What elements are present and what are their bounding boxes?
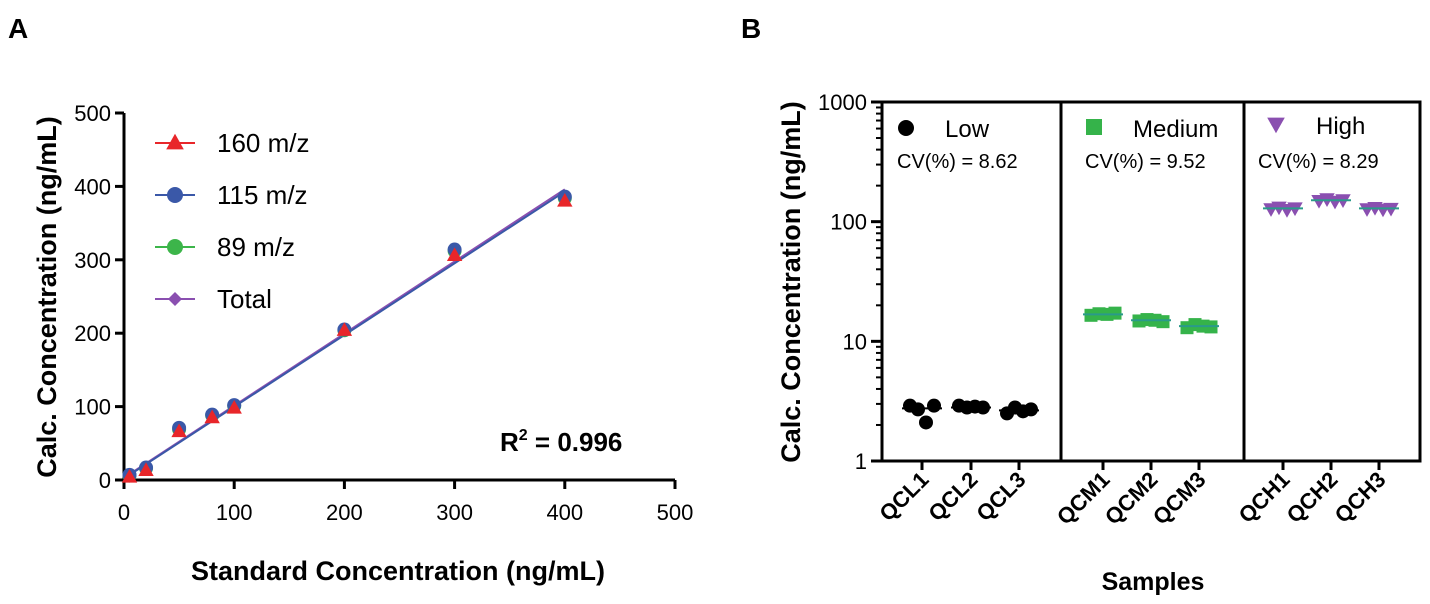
chart-b-x-tick-label: QCM2 [1100, 467, 1163, 530]
r-squared-annotation: R2 = 0.996 [500, 427, 622, 457]
chart-a-x-tick-label: 100 [216, 500, 253, 525]
chart-a-x-tick-label: 300 [436, 500, 473, 525]
chart-b-point [1383, 202, 1399, 217]
chart-b-xlabel: Samples [1102, 568, 1205, 596]
chart-b-point [927, 398, 941, 413]
chart-a-point [121, 469, 138, 483]
chart-b-x-tick-label: QCH1 [1234, 467, 1295, 528]
legend-label: 160 m/z [217, 128, 310, 158]
r-squared-prefix: R [500, 427, 519, 457]
group-cv-high: CV(%) = 8.29 [1258, 151, 1379, 173]
legend-marker [168, 292, 182, 306]
chart-b-x-tick-label: QCL2 [923, 467, 982, 526]
chart-b-y-tick-label: 10 [843, 329, 867, 354]
r-squared-suffix: = 0.996 [528, 427, 623, 457]
chart-a-point [204, 409, 220, 424]
chart-a-plot: 0 100 200 300 400 500 0 100 200 300 400 500 160 m/z 1… [74, 101, 693, 525]
group-name-low: Low [945, 116, 990, 143]
chart-a-point [226, 400, 242, 414]
chart-a-ylabel: Calc. Concentration (ng/mL) [32, 116, 62, 478]
legend-label: 115 m/z [217, 180, 308, 210]
chart-a-y-tick-label: 400 [74, 174, 111, 199]
legend-marker [166, 133, 184, 150]
chart-a-x-tick-label: 400 [546, 500, 583, 525]
group-cv-low: CV(%) = 8.62 [897, 151, 1018, 173]
chart-b-x-tick-label: QCH2 [1282, 467, 1343, 528]
chart-b-x-tick-label: QCL3 [971, 467, 1030, 526]
legend-label: Total [217, 284, 272, 314]
chart-a-point [446, 247, 463, 261]
chart-a-y-tick-label: 300 [74, 248, 111, 273]
chart-a-point [138, 462, 154, 477]
legend-marker [167, 239, 183, 255]
chart-a-point [171, 423, 187, 438]
chart-b-point [1156, 315, 1170, 329]
chart-b-x-tick-label: QCM1 [1052, 467, 1115, 530]
legend-marker-low [898, 120, 914, 136]
chart-b-y-tick-label: 1000 [818, 90, 867, 115]
legend-marker-medium [1086, 119, 1102, 135]
panel-label-b: B [741, 13, 761, 44]
panel-label-a: A [8, 13, 28, 44]
chart-a-y-tick-label: 0 [99, 468, 111, 493]
group-name-high: High [1316, 113, 1365, 140]
chart-a-y-tick-label: 200 [74, 321, 111, 346]
r-squared-sup: 2 [519, 427, 528, 444]
chart-b-y-tick-label: 1 [855, 449, 867, 474]
chart-a-x-tick-label: 0 [118, 500, 130, 525]
group-cv-medium: CV(%) = 9.52 [1085, 151, 1206, 173]
chart-a-x-tick-label: 200 [326, 500, 363, 525]
chart-b-y-tick-label: 100 [830, 210, 867, 235]
chart-b-point [1108, 306, 1122, 320]
chart-b-x-tick-label: QCH3 [1330, 467, 1391, 528]
chart-a-y-tick-label: 500 [74, 101, 111, 126]
chart-a-point [557, 193, 573, 207]
chart-b-point [919, 415, 933, 430]
chart-a-xlabel: Standard Concentration (ng/mL) [191, 556, 605, 586]
chart-b-x-tick-label: QCM3 [1148, 467, 1211, 530]
group-name-medium: Medium [1133, 116, 1218, 143]
legend-label: 89 m/z [217, 232, 295, 262]
chart-a-point [336, 322, 353, 336]
legend-marker [167, 187, 183, 203]
chart-b-ylabel: Calc. Concentration (ng/mL) [776, 101, 806, 463]
chart-a-y-tick-label: 100 [74, 395, 111, 420]
chart-b-x-tick-label: QCL1 [874, 467, 933, 526]
chart-a-x-tick-label: 500 [657, 500, 694, 525]
legend-marker-high [1267, 117, 1285, 134]
